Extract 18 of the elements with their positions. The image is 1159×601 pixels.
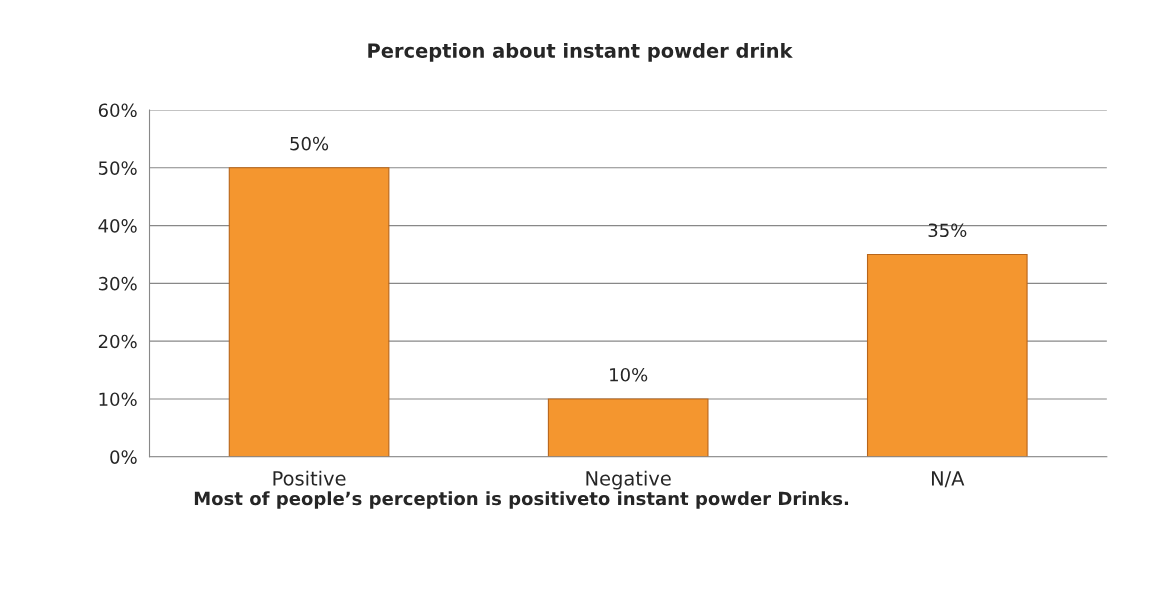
- data-label: 10%: [610, 367, 648, 382]
- chart-title: Perception about instant powder drink: [368, 42, 793, 62]
- x-tick-label: Negative: [586, 470, 671, 490]
- y-tick-label: 40%: [98, 219, 137, 233]
- data-label: 35%: [928, 223, 967, 238]
- bar: [866, 253, 1028, 457]
- text: Most of people’s perception is positiveto instant powder Drinks.: [194, 491, 849, 509]
- x-tick-label: N/A: [932, 471, 965, 488]
- data-label: 50%: [290, 136, 329, 151]
- y-tick-label: 20%: [98, 334, 137, 349]
- y-tick-label: 60%: [98, 103, 137, 118]
- y-tick-label: 50%: [98, 161, 137, 175]
- x-tick-label: Positive: [273, 470, 346, 486]
- bar: [547, 398, 709, 457]
- bar: [228, 167, 390, 457]
- y-tick-label: 10%: [99, 392, 137, 407]
- y-tick-label: 30%: [98, 276, 137, 291]
- y-tick-label: 0%: [110, 450, 137, 464]
